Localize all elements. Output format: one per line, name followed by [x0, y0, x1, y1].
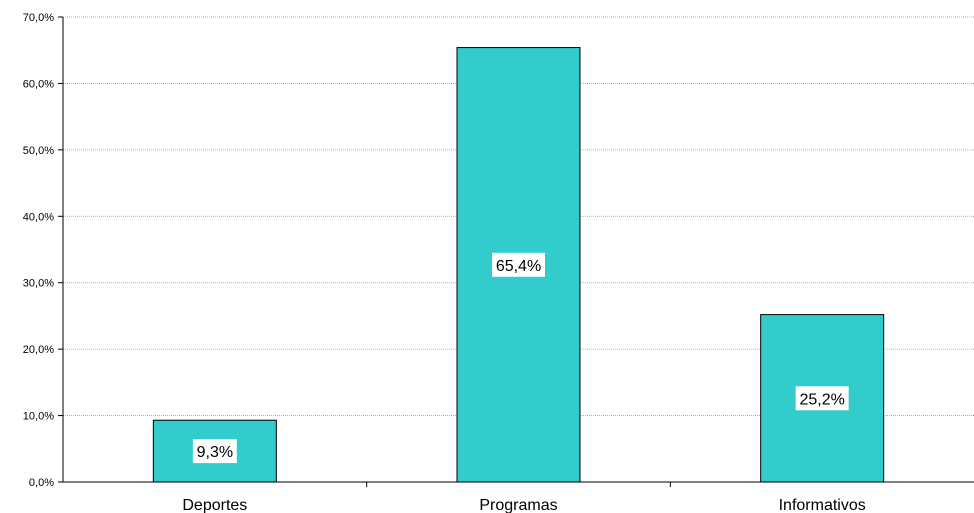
- x-axis: Deportes Programas Informativos: [58, 481, 974, 513]
- data-label-text: 65,4%: [496, 258, 541, 275]
- y-tick-label: 30,0%: [23, 278, 54, 290]
- data-labels: 9,3% 65,4% 25,2%: [192, 252, 849, 464]
- data-label-text: 25,2%: [799, 391, 844, 408]
- y-tick-label: 10,0%: [23, 411, 54, 423]
- x-tick-label: Deportes: [182, 497, 247, 513]
- data-label: 9,3%: [192, 439, 237, 464]
- y-tick-label: 50,0%: [23, 145, 54, 157]
- y-tick-label: 70,0%: [23, 12, 54, 24]
- data-label: 25,2%: [795, 386, 849, 411]
- x-tick-label: Informativos: [779, 497, 866, 513]
- y-axis: 0,0% 10,0% 20,0% 30,0% 40,0% 50,0% 60,0% 70,0%: [23, 12, 64, 489]
- data-label-box: [192, 439, 237, 464]
- x-tick-label: Programas: [479, 497, 557, 513]
- data-label-text: 9,3%: [197, 444, 233, 461]
- y-tick-label: 0,0%: [29, 477, 54, 489]
- data-label-box: [795, 386, 849, 411]
- bar: [152, 419, 277, 483]
- y-tick-label: 20,0%: [23, 344, 54, 356]
- y-tick-label: 40,0%: [23, 211, 54, 223]
- data-label: 65,4%: [492, 252, 545, 277]
- data-label-box: [492, 252, 545, 277]
- y-tick-label: 60,0%: [23, 78, 54, 90]
